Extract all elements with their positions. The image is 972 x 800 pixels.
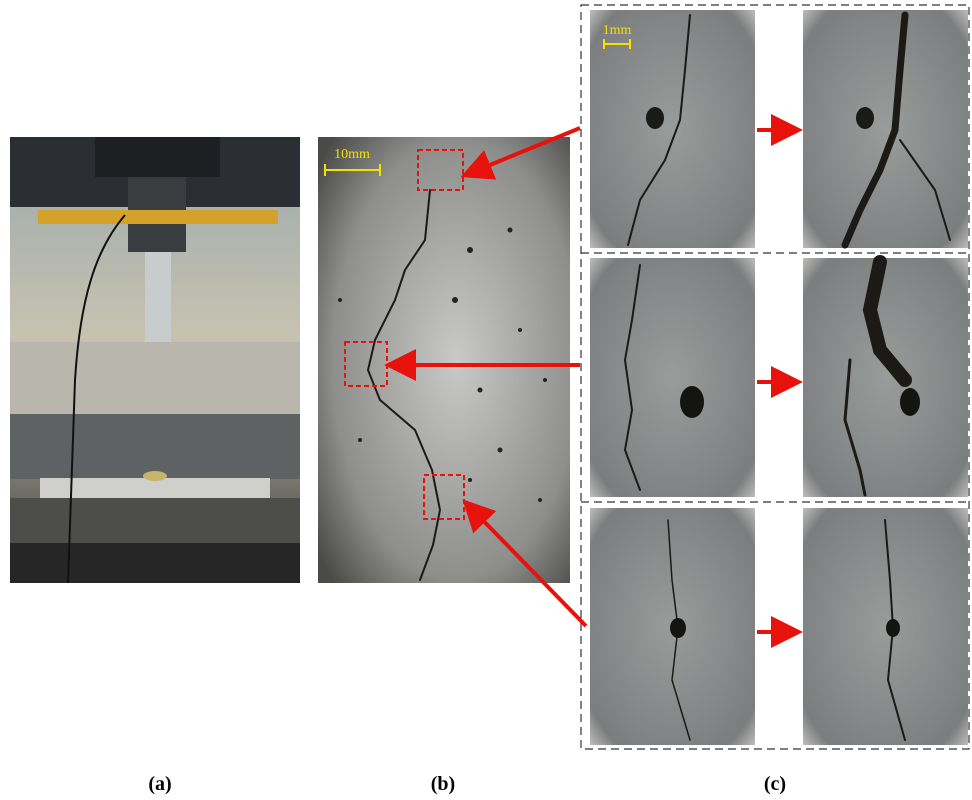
panel-label: (a) bbox=[148, 773, 171, 795]
page: 10mm 1mm bbox=[0, 0, 972, 800]
panel-label: (b) bbox=[431, 773, 455, 795]
figure: 10mm 1mm bbox=[0, 0, 972, 800]
photo-test-setup bbox=[10, 137, 300, 583]
panel-label: (c) bbox=[764, 773, 786, 795]
magnified-views: 1mm bbox=[581, 5, 969, 749]
scale-bar-label: 10mm bbox=[334, 147, 370, 162]
photo-specimen: 10mm bbox=[318, 137, 570, 583]
scale-bar-label: 1mm bbox=[603, 23, 632, 38]
